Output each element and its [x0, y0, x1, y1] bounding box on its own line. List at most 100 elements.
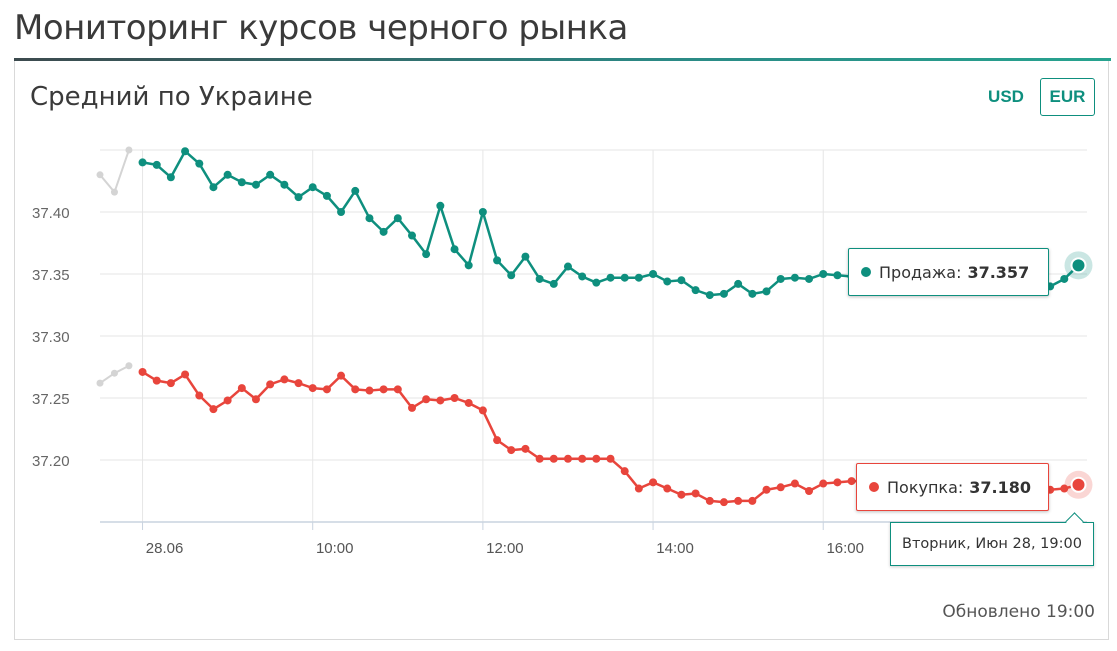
series-1-point [166, 379, 175, 388]
series-1-point [1060, 484, 1069, 493]
series-0-point [493, 256, 502, 265]
series-1-point [634, 484, 643, 493]
series-1-point [719, 498, 728, 507]
series-1-point [748, 496, 757, 505]
series-1-point [663, 484, 672, 493]
series-0-point [762, 287, 771, 296]
buy-tooltip-value: 37.180 [969, 477, 1032, 497]
series-1-point [365, 386, 374, 395]
series-1-point [393, 385, 402, 394]
series-1-point [337, 371, 346, 380]
series-0-point [620, 273, 629, 282]
series-0-point [308, 183, 317, 192]
series-1-prev-day-point [125, 362, 133, 370]
series-0-point [521, 252, 530, 261]
date-tooltip: Вторник, Июн 28, 19:00 [890, 522, 1094, 566]
y-tick-label: 37.20 [32, 453, 70, 470]
series-1-point [181, 370, 190, 379]
series-0-prev-day-point [96, 171, 104, 179]
x-tick-label: 16:00 [826, 540, 864, 557]
series-1-point [294, 379, 303, 388]
series-1-point [322, 385, 331, 394]
x-tick-label: 14:00 [656, 540, 694, 557]
series-1-point [705, 496, 714, 505]
y-tick-label: 37.40 [32, 205, 70, 222]
series-1-point [478, 406, 487, 415]
series-1-point [762, 485, 771, 494]
series-1-prev-day-point [96, 379, 104, 387]
series-0-point [507, 271, 516, 280]
sell-tooltip: Продажа: 37.357 [848, 248, 1049, 296]
series-0-point [365, 214, 374, 223]
title-underline [14, 58, 1111, 61]
series-0-point [464, 261, 473, 270]
series-1-point [493, 436, 502, 445]
series-1-point [507, 446, 516, 455]
series-1-point [152, 376, 161, 385]
series-0-point [805, 274, 814, 283]
series-1-point [408, 403, 417, 412]
series-0-point [294, 193, 303, 202]
series-1-point [819, 479, 828, 488]
series-1-point [351, 385, 360, 394]
series-1-point [138, 367, 147, 376]
series-0-point [549, 279, 558, 288]
x-tick-label: 10:00 [316, 540, 354, 557]
series-0-point [734, 279, 743, 288]
series-0-point [578, 272, 587, 281]
sell-legend-dot [861, 267, 871, 277]
series-0-prev-day-line [99, 149, 130, 195]
series-1-point [677, 490, 686, 499]
series-1-point [691, 489, 700, 498]
series-0-point [351, 186, 360, 195]
series-0-point [663, 277, 672, 286]
series-0-point [209, 183, 218, 192]
currency-usd-button[interactable]: USD [980, 78, 1032, 116]
series-0-prev-day-point [125, 146, 133, 154]
series-0-point [833, 271, 842, 280]
series-0-point [266, 170, 275, 179]
series-1-point [464, 398, 473, 407]
series-1-point [379, 385, 388, 394]
series-1-hover-point [1070, 476, 1087, 493]
series-1-point [223, 396, 232, 405]
series-0-point [563, 262, 572, 271]
series-0-point [819, 270, 828, 278]
series-0-prev-day-point [110, 188, 118, 196]
series-0-point [195, 159, 204, 168]
x-tick-label: 12:00 [486, 540, 524, 557]
buy-tooltip: Покупка: 37.180 [856, 463, 1049, 511]
series-0-point [408, 231, 417, 240]
series-1-point [237, 384, 246, 393]
series-1-point [578, 454, 587, 463]
series-0-hover-point [1070, 257, 1087, 274]
series-0-point [379, 227, 388, 236]
series-0-point [719, 289, 728, 298]
series-1-point [209, 405, 218, 414]
series-1-point [450, 394, 459, 402]
series-0-point [649, 270, 658, 278]
series-0-point [691, 286, 700, 295]
series-0-point [478, 208, 487, 216]
series-1-point [790, 479, 799, 488]
series-1-point [776, 483, 785, 492]
series-1-point [280, 375, 289, 384]
series-0-point [422, 250, 431, 259]
series-1-point [549, 454, 558, 463]
series-0-point [705, 291, 714, 300]
series-0-point [535, 274, 544, 283]
series-0-point [748, 289, 757, 298]
x-tick-label: 28.06 [146, 540, 184, 557]
series-0-point [1060, 274, 1069, 283]
series-0-point [181, 147, 190, 156]
y-tick-label: 37.30 [32, 329, 70, 346]
series-0-point [634, 273, 643, 282]
series-0-point [237, 178, 246, 187]
currency-eur-button[interactable]: EUR [1040, 78, 1095, 116]
series-0-point [606, 273, 615, 282]
buy-tooltip-label: Покупка: [887, 477, 964, 497]
series-1-point [805, 487, 814, 495]
series-1-point [649, 478, 658, 487]
series-1-point [734, 496, 743, 505]
series-1-point [436, 396, 445, 405]
